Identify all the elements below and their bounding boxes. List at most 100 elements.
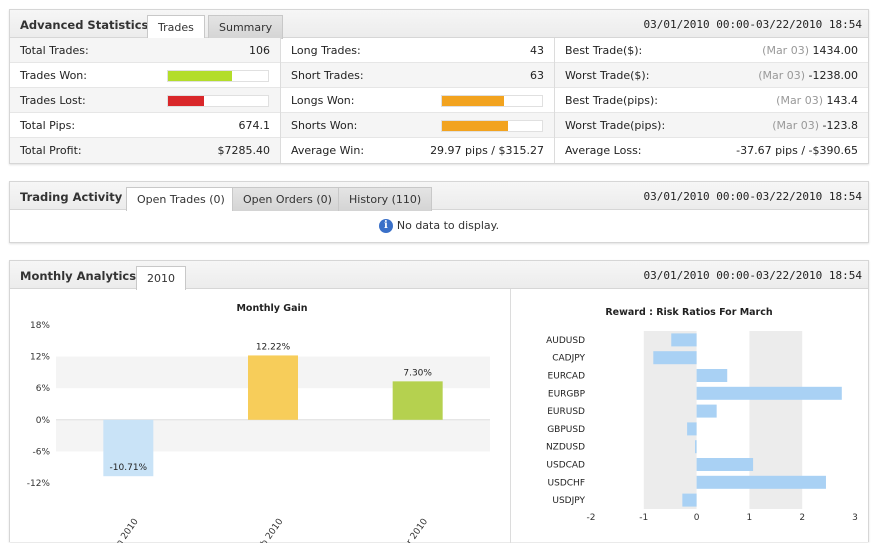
monthly-analytics-panel: Monthly Analytics 2010 03/01/2010 00:00-… xyxy=(9,260,869,543)
stat-row-trades-won: Trades Won: xyxy=(10,63,280,88)
stat-label: Total Profit: xyxy=(20,144,82,157)
panel-title: Trading Activity xyxy=(20,190,123,204)
trades-lost-bar xyxy=(167,95,269,107)
stat-value: (Mar 03) -123.8 xyxy=(772,113,858,138)
stat-row-total-pips: Total Pips: 674.1 xyxy=(10,113,280,138)
bar xyxy=(696,386,842,400)
x-tick-label: 3 xyxy=(852,513,858,523)
stat-value: (Mar 03) 143.4 xyxy=(776,88,858,113)
y-tick-label: NZDUSD xyxy=(546,443,585,453)
stat-date: (Mar 03) xyxy=(762,44,809,57)
shorts-won-bar-fill xyxy=(442,121,508,131)
stat-row-worst-pips: Worst Trade(pips): (Mar 03) -123.8 xyxy=(555,113,868,138)
x-tick-label: Feb 2010 xyxy=(253,517,285,543)
stat-label: Average Win: xyxy=(291,144,365,157)
stat-value: $7285.40 xyxy=(217,144,271,157)
stat-label: Average Loss: xyxy=(565,144,642,157)
bar xyxy=(671,333,697,347)
stat-label: Total Trades: xyxy=(20,44,89,57)
panel-title: Advanced Statistics xyxy=(20,18,149,32)
bar xyxy=(653,351,697,365)
tab-open-orders[interactable]: Open Orders (0) xyxy=(232,187,343,211)
info-icon: i xyxy=(378,219,393,233)
bar xyxy=(687,422,697,436)
advanced-statistics-header: Advanced Statistics Trades Summary 03/01… xyxy=(10,10,868,39)
stat-label: Trades Lost: xyxy=(20,94,86,107)
stat-label: Worst Trade(pips): xyxy=(565,119,666,132)
stat-row-best-trade: Best Trade($): (Mar 03) 1434.00 xyxy=(555,38,868,63)
stat-amount: 143.4 xyxy=(826,94,859,107)
x-tick-label: -2 xyxy=(587,513,596,523)
trading-activity-header: Trading Activity Open Trades (0) Open Or… xyxy=(10,182,868,211)
tab-history[interactable]: History (110) xyxy=(338,187,433,211)
bar xyxy=(696,369,728,382)
stat-row-shorts-won: Shorts Won: xyxy=(281,113,554,138)
stat-row-best-pips: Best Trade(pips): (Mar 03) 143.4 xyxy=(555,88,868,113)
date-range: 03/01/2010 00:00-03/22/2010 18:54 xyxy=(643,269,862,282)
bar xyxy=(392,381,443,420)
stat-row-total-profit: Total Profit: $7285.40 xyxy=(10,138,280,163)
stat-row-average-loss: Average Loss: -37.67 pips / -$390.65 xyxy=(555,138,868,163)
stat-amount: -123.8 xyxy=(822,119,858,132)
stat-date: (Mar 03) xyxy=(758,69,806,82)
x-tick-label: 1 xyxy=(747,513,753,523)
stat-row-average-win: Average Win: 29.97 pips / $315.27 xyxy=(281,138,554,163)
y-tick-label: 6% xyxy=(36,384,51,394)
stats-column-2: Long Trades: 43 Short Trades: 63 Longs W… xyxy=(281,38,555,163)
y-tick-label: USDCHF xyxy=(548,478,585,488)
bar xyxy=(695,440,697,454)
x-tick-label: Mar 2010 xyxy=(397,517,430,543)
stat-value: 674.1 xyxy=(238,119,271,132)
y-tick-label: GBPUSD xyxy=(547,425,585,435)
stat-value: -37.67 pips / -$390.65 xyxy=(736,144,858,157)
bar xyxy=(696,475,826,489)
x-tick-label: -1 xyxy=(639,513,648,523)
no-data-text: No data to display. xyxy=(396,219,500,232)
stat-label: Short Trades: xyxy=(291,69,364,82)
data-label: -10.71% xyxy=(110,463,148,473)
trading-activity-panel: Trading Activity Open Trades (0) Open Or… xyxy=(9,181,869,243)
x-tick-label: 2 xyxy=(799,513,805,523)
stat-label: Longs Won: xyxy=(291,94,355,107)
y-tick-label: USDCAD xyxy=(546,461,585,471)
stat-value: 29.97 pips / $315.27 xyxy=(430,144,544,157)
advanced-statistics-panel: Advanced Statistics Trades Summary 03/01… xyxy=(9,9,869,164)
tab-open-trades[interactable]: Open Trades (0) xyxy=(126,187,236,211)
stat-row-longs-won: Longs Won: xyxy=(281,88,554,113)
stat-row-total-trades: Total Trades: 106 xyxy=(10,38,280,63)
chart-title: Monthly Gain xyxy=(236,303,307,314)
bar xyxy=(103,419,154,477)
data-label: 12.22% xyxy=(256,342,291,352)
stat-label: Best Trade($): xyxy=(565,44,643,57)
stat-label: Worst Trade($): xyxy=(565,69,650,82)
chart-divider xyxy=(510,289,511,543)
y-tick-label: AUDUSD xyxy=(546,336,585,346)
y-tick-label: 0% xyxy=(36,416,51,426)
bar xyxy=(248,355,298,420)
stats-column-3: Best Trade($): (Mar 03) 1434.00 Worst Tr… xyxy=(555,38,868,163)
panel-title: Monthly Analytics xyxy=(20,269,137,283)
stat-amount: 1434.00 xyxy=(812,44,859,57)
bar xyxy=(696,458,754,471)
y-tick-label: EURUSD xyxy=(547,407,585,417)
stat-label: Trades Won: xyxy=(20,69,87,82)
bar xyxy=(696,404,717,418)
longs-won-bar xyxy=(441,95,543,107)
y-tick-label: EURGBP xyxy=(548,389,586,399)
stat-amount: -1238.00 xyxy=(808,69,858,82)
stat-value: (Mar 03) 1434.00 xyxy=(762,38,858,63)
stat-label: Long Trades: xyxy=(291,44,361,57)
monthly-gain-chart: Monthly Gain 18% 12% 6% 0% -6% -12% -10.71% Jan… xyxy=(27,303,490,543)
monthly-analytics-header: Monthly Analytics 2010 03/01/2010 00:00-… xyxy=(10,261,868,290)
stat-date: (Mar 03) xyxy=(776,94,823,107)
x-tick-label: 0 xyxy=(694,513,700,523)
tab-trades[interactable]: Trades xyxy=(147,15,205,39)
trades-won-bar xyxy=(167,70,269,82)
stat-row-long-trades: Long Trades: 43 xyxy=(281,38,554,63)
tab-summary[interactable]: Summary xyxy=(208,15,284,39)
tab-year-2010[interactable]: 2010 xyxy=(136,266,186,290)
stat-value: 106 xyxy=(249,44,270,57)
data-label: 7.30% xyxy=(403,368,432,378)
stats-column-1: Total Trades: 106 Trades Won: Trades Los… xyxy=(10,38,281,163)
trades-lost-bar-fill xyxy=(168,96,204,106)
